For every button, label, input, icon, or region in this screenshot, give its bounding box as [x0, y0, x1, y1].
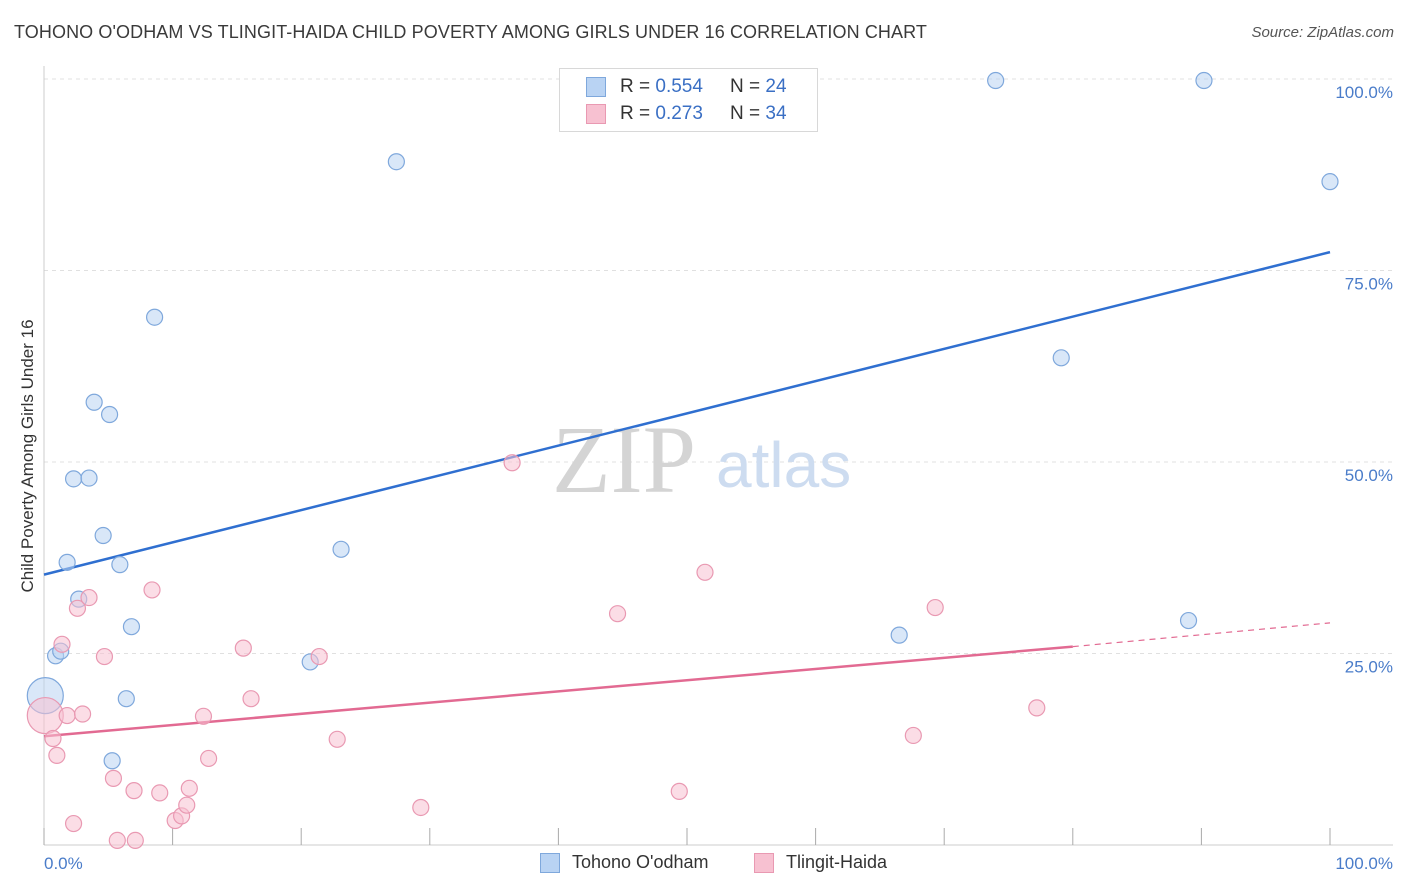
- tohono-point: [100, 405, 119, 424]
- tohono-trend-line: [43, 250, 1331, 576]
- legend-swatch-pink: [586, 104, 606, 124]
- tlingit-point: [68, 599, 87, 617]
- tlingit-point: [151, 784, 169, 802]
- tlingit-point: [328, 730, 346, 748]
- tlingit-point: [1028, 699, 1046, 717]
- tlingit-point: [58, 706, 76, 725]
- y-tick-label: 100.0%: [1335, 83, 1393, 102]
- chart-title: TOHONO O'ODHAM VS TLINGIT-HAIDA CHILD PO…: [14, 22, 928, 42]
- legend-n-label: N =: [730, 103, 761, 124]
- tlingit-point: [178, 796, 196, 814]
- legend-r-label: R =: [620, 76, 651, 97]
- tohono-point: [103, 752, 121, 770]
- legend-n-value: 24: [765, 76, 787, 97]
- tlingit-point: [64, 814, 83, 833]
- tlingit-point: [143, 581, 161, 599]
- y-tick-label: 25.0%: [1345, 658, 1393, 677]
- tlingit-point: [194, 707, 213, 725]
- legend-r-value: 0.554: [655, 76, 703, 97]
- tohono-point: [64, 470, 83, 488]
- watermark-atlas: atlas: [716, 429, 851, 501]
- tlingit-trend-extension: [1072, 622, 1331, 648]
- tohono-point: [117, 690, 135, 708]
- tlingit-point: [200, 749, 218, 768]
- tlingit-point: [44, 729, 62, 748]
- tlingit-point: [80, 588, 98, 607]
- series-name: Tohono O'odham: [572, 852, 709, 872]
- watermark: ZIP atlas: [552, 406, 851, 513]
- series-swatch-pink: [754, 852, 774, 873]
- tlingit-point: [48, 746, 66, 764]
- tlingit-point: [104, 769, 123, 787]
- trend-lines: [43, 250, 1331, 738]
- tlingit-point: [108, 831, 126, 850]
- data-points: [26, 71, 1339, 850]
- legend-swatch-blue: [586, 77, 606, 97]
- tlingit-point: [412, 798, 430, 817]
- tlingit-point: [234, 639, 252, 657]
- legend-r-value: 0.273: [655, 103, 703, 124]
- source-credit[interactable]: Source: ZipAtlas.com: [1251, 24, 1394, 41]
- gridlines: [44, 78, 1393, 654]
- tohono-point: [332, 540, 350, 558]
- tohono-point: [145, 308, 164, 326]
- legend-n-label: N =: [730, 76, 761, 97]
- series-legend-tlingit[interactable]: Tlingit-Haida: [754, 852, 887, 873]
- tlingit-point: [73, 705, 92, 723]
- tlingit-point: [608, 605, 627, 623]
- tlingit-point: [180, 779, 198, 797]
- tohono-point: [987, 71, 1005, 90]
- tick-labels: 25.0% 50.0% 75.0% 100.0% 0.0% 100.0%: [44, 83, 1393, 873]
- tohono-point: [890, 626, 908, 644]
- tohono-point: [1321, 173, 1339, 191]
- tlingit-point: [95, 647, 114, 666]
- tohono-point: [122, 618, 141, 636]
- legend-r-label: R =: [620, 103, 651, 124]
- y-tick-label: 75.0%: [1345, 275, 1393, 294]
- y-tick-label: 50.0%: [1345, 466, 1393, 485]
- x-tick-label-min: 0.0%: [44, 854, 83, 873]
- tohono-point: [1052, 349, 1070, 367]
- tlingit-point: [926, 598, 944, 617]
- tohono-point: [387, 153, 405, 171]
- watermark-zip: ZIP: [552, 406, 696, 513]
- tohono-point: [58, 553, 76, 571]
- tlingit-point: [126, 831, 144, 850]
- tohono-point: [111, 556, 129, 574]
- series-name: Tlingit-Haida: [786, 852, 888, 872]
- tlingit-point: [26, 696, 64, 735]
- tlingit-point: [696, 563, 714, 581]
- series-legend-tohono[interactable]: Tohono O'odham: [540, 852, 709, 873]
- tohono-point: [1179, 611, 1198, 630]
- tlingit-point: [242, 690, 260, 708]
- tohono-point: [1195, 71, 1213, 90]
- x-tick-label-max: 100.0%: [1335, 854, 1393, 873]
- tlingit-point: [670, 782, 688, 800]
- tlingit-point: [310, 647, 328, 666]
- series-swatch-blue: [540, 852, 560, 873]
- tlingit-point: [125, 782, 143, 800]
- tlingit-point: [503, 454, 521, 472]
- tohono-point: [85, 393, 103, 411]
- correlation-legend: R = 0.554 N = 24 R = 0.273 N = 34: [559, 68, 818, 132]
- tlingit-point: [53, 635, 71, 653]
- legend-n-value: 34: [765, 103, 787, 124]
- tohono-point: [94, 526, 112, 545]
- tlingit-trend-line: [43, 645, 1073, 738]
- series-legend: Tohono O'odham Tlingit-Haida: [0, 852, 1406, 878]
- tohono-point: [80, 469, 98, 487]
- tlingit-point: [904, 726, 922, 745]
